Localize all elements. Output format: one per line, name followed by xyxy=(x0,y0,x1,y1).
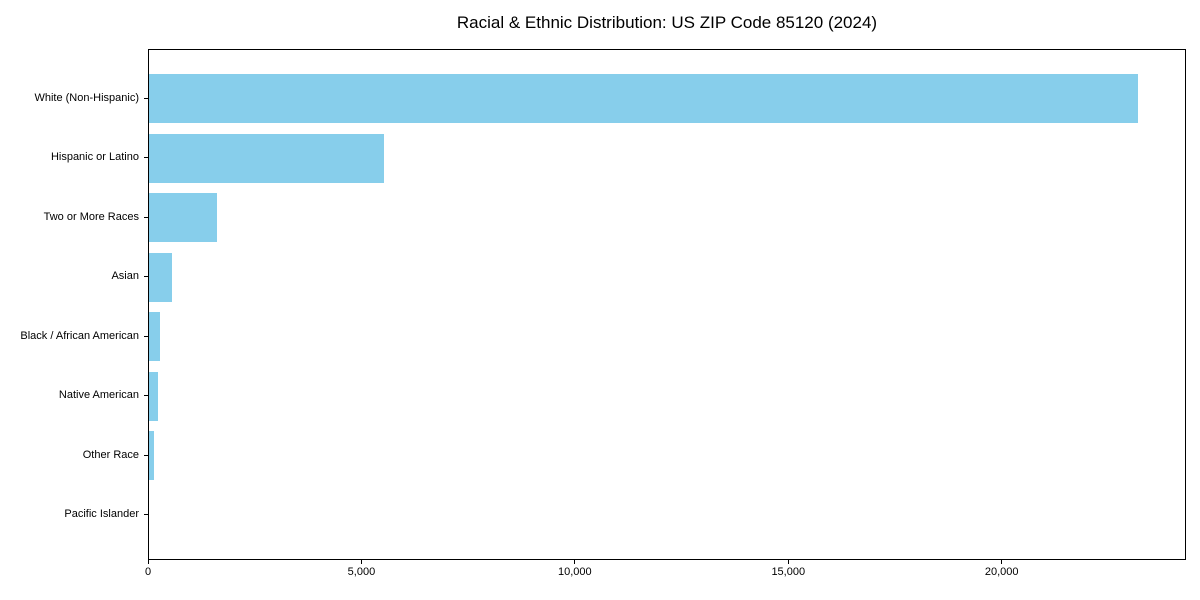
x-tick-label: 10,000 xyxy=(558,566,592,578)
y-tick-mark xyxy=(144,514,148,515)
x-tick-mark xyxy=(147,560,149,564)
x-tick-mark xyxy=(574,560,576,564)
y-tick-mark xyxy=(144,454,148,456)
y-axis-label: Hispanic or Latino xyxy=(50,151,139,163)
bar-native-american xyxy=(149,371,159,421)
y-axis-label: Native American xyxy=(58,389,139,401)
y-axis-label: Other Race xyxy=(82,448,139,461)
x-tick-label: 0 xyxy=(144,566,152,578)
y-axis-label: White (Non-Hispanic) xyxy=(34,91,139,104)
y-tick-mark xyxy=(144,395,148,396)
bar-black-african-american xyxy=(149,312,160,361)
plot-area xyxy=(148,49,1186,560)
x-tick-label: 20,000 xyxy=(984,566,1019,578)
y-tick-mark xyxy=(144,335,148,337)
x-tick-mark xyxy=(1001,560,1003,564)
bar-white-non-hispanic xyxy=(149,74,1138,123)
y-tick-mark xyxy=(144,157,148,158)
y-axis-label: Black / African American xyxy=(20,329,139,342)
x-tick-mark xyxy=(787,560,789,564)
x-tick-mark xyxy=(360,560,362,564)
bar-two-or-more-races xyxy=(149,193,217,242)
x-tick-label: 15,000 xyxy=(771,566,806,578)
y-axis-label: Asian xyxy=(111,270,139,282)
y-tick-mark xyxy=(144,276,148,277)
chart-title: Racial & Ethnic Distribution: US ZIP Cod… xyxy=(456,13,878,32)
bar-hispanic-or-latino xyxy=(149,133,384,183)
bar-other-race xyxy=(149,431,155,480)
y-axis-label: Two or More Races xyxy=(43,210,139,223)
bar-asian xyxy=(149,252,173,302)
x-tick-label: 5,000 xyxy=(347,566,376,578)
y-axis-label: Pacific Islander xyxy=(64,508,139,520)
y-tick-mark xyxy=(144,216,148,218)
y-tick-mark xyxy=(144,97,148,99)
